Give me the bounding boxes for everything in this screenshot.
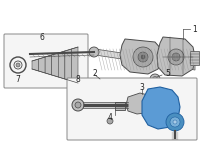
Text: 7: 7 [16, 75, 20, 83]
Text: 6: 6 [40, 32, 44, 41]
Circle shape [173, 120, 177, 124]
Circle shape [153, 76, 158, 81]
Text: 5: 5 [166, 69, 170, 77]
Polygon shape [32, 59, 39, 71]
FancyBboxPatch shape [67, 78, 197, 140]
Polygon shape [52, 53, 58, 77]
Polygon shape [95, 49, 195, 70]
Circle shape [172, 53, 180, 61]
Bar [115, 102, 125, 110]
Polygon shape [126, 93, 152, 114]
Circle shape [166, 113, 184, 131]
Text: 4: 4 [108, 112, 112, 122]
Circle shape [107, 118, 113, 124]
Circle shape [89, 47, 99, 57]
Circle shape [16, 63, 20, 67]
Text: 1: 1 [192, 25, 197, 34]
Text: 3: 3 [140, 82, 144, 91]
Polygon shape [71, 47, 78, 83]
Polygon shape [39, 57, 45, 73]
Circle shape [141, 55, 145, 59]
Circle shape [72, 99, 84, 111]
Circle shape [138, 52, 148, 62]
Polygon shape [65, 49, 71, 81]
Circle shape [168, 49, 184, 65]
Circle shape [150, 74, 160, 84]
Polygon shape [58, 51, 65, 79]
Bar [190, 51, 199, 65]
Circle shape [75, 102, 81, 108]
Polygon shape [142, 87, 180, 129]
Circle shape [133, 47, 153, 67]
Polygon shape [45, 55, 52, 75]
Polygon shape [157, 37, 195, 76]
Text: 8: 8 [76, 75, 80, 83]
Polygon shape [120, 39, 163, 74]
FancyBboxPatch shape [4, 34, 88, 88]
Circle shape [170, 117, 180, 127]
Text: 2: 2 [93, 69, 97, 77]
